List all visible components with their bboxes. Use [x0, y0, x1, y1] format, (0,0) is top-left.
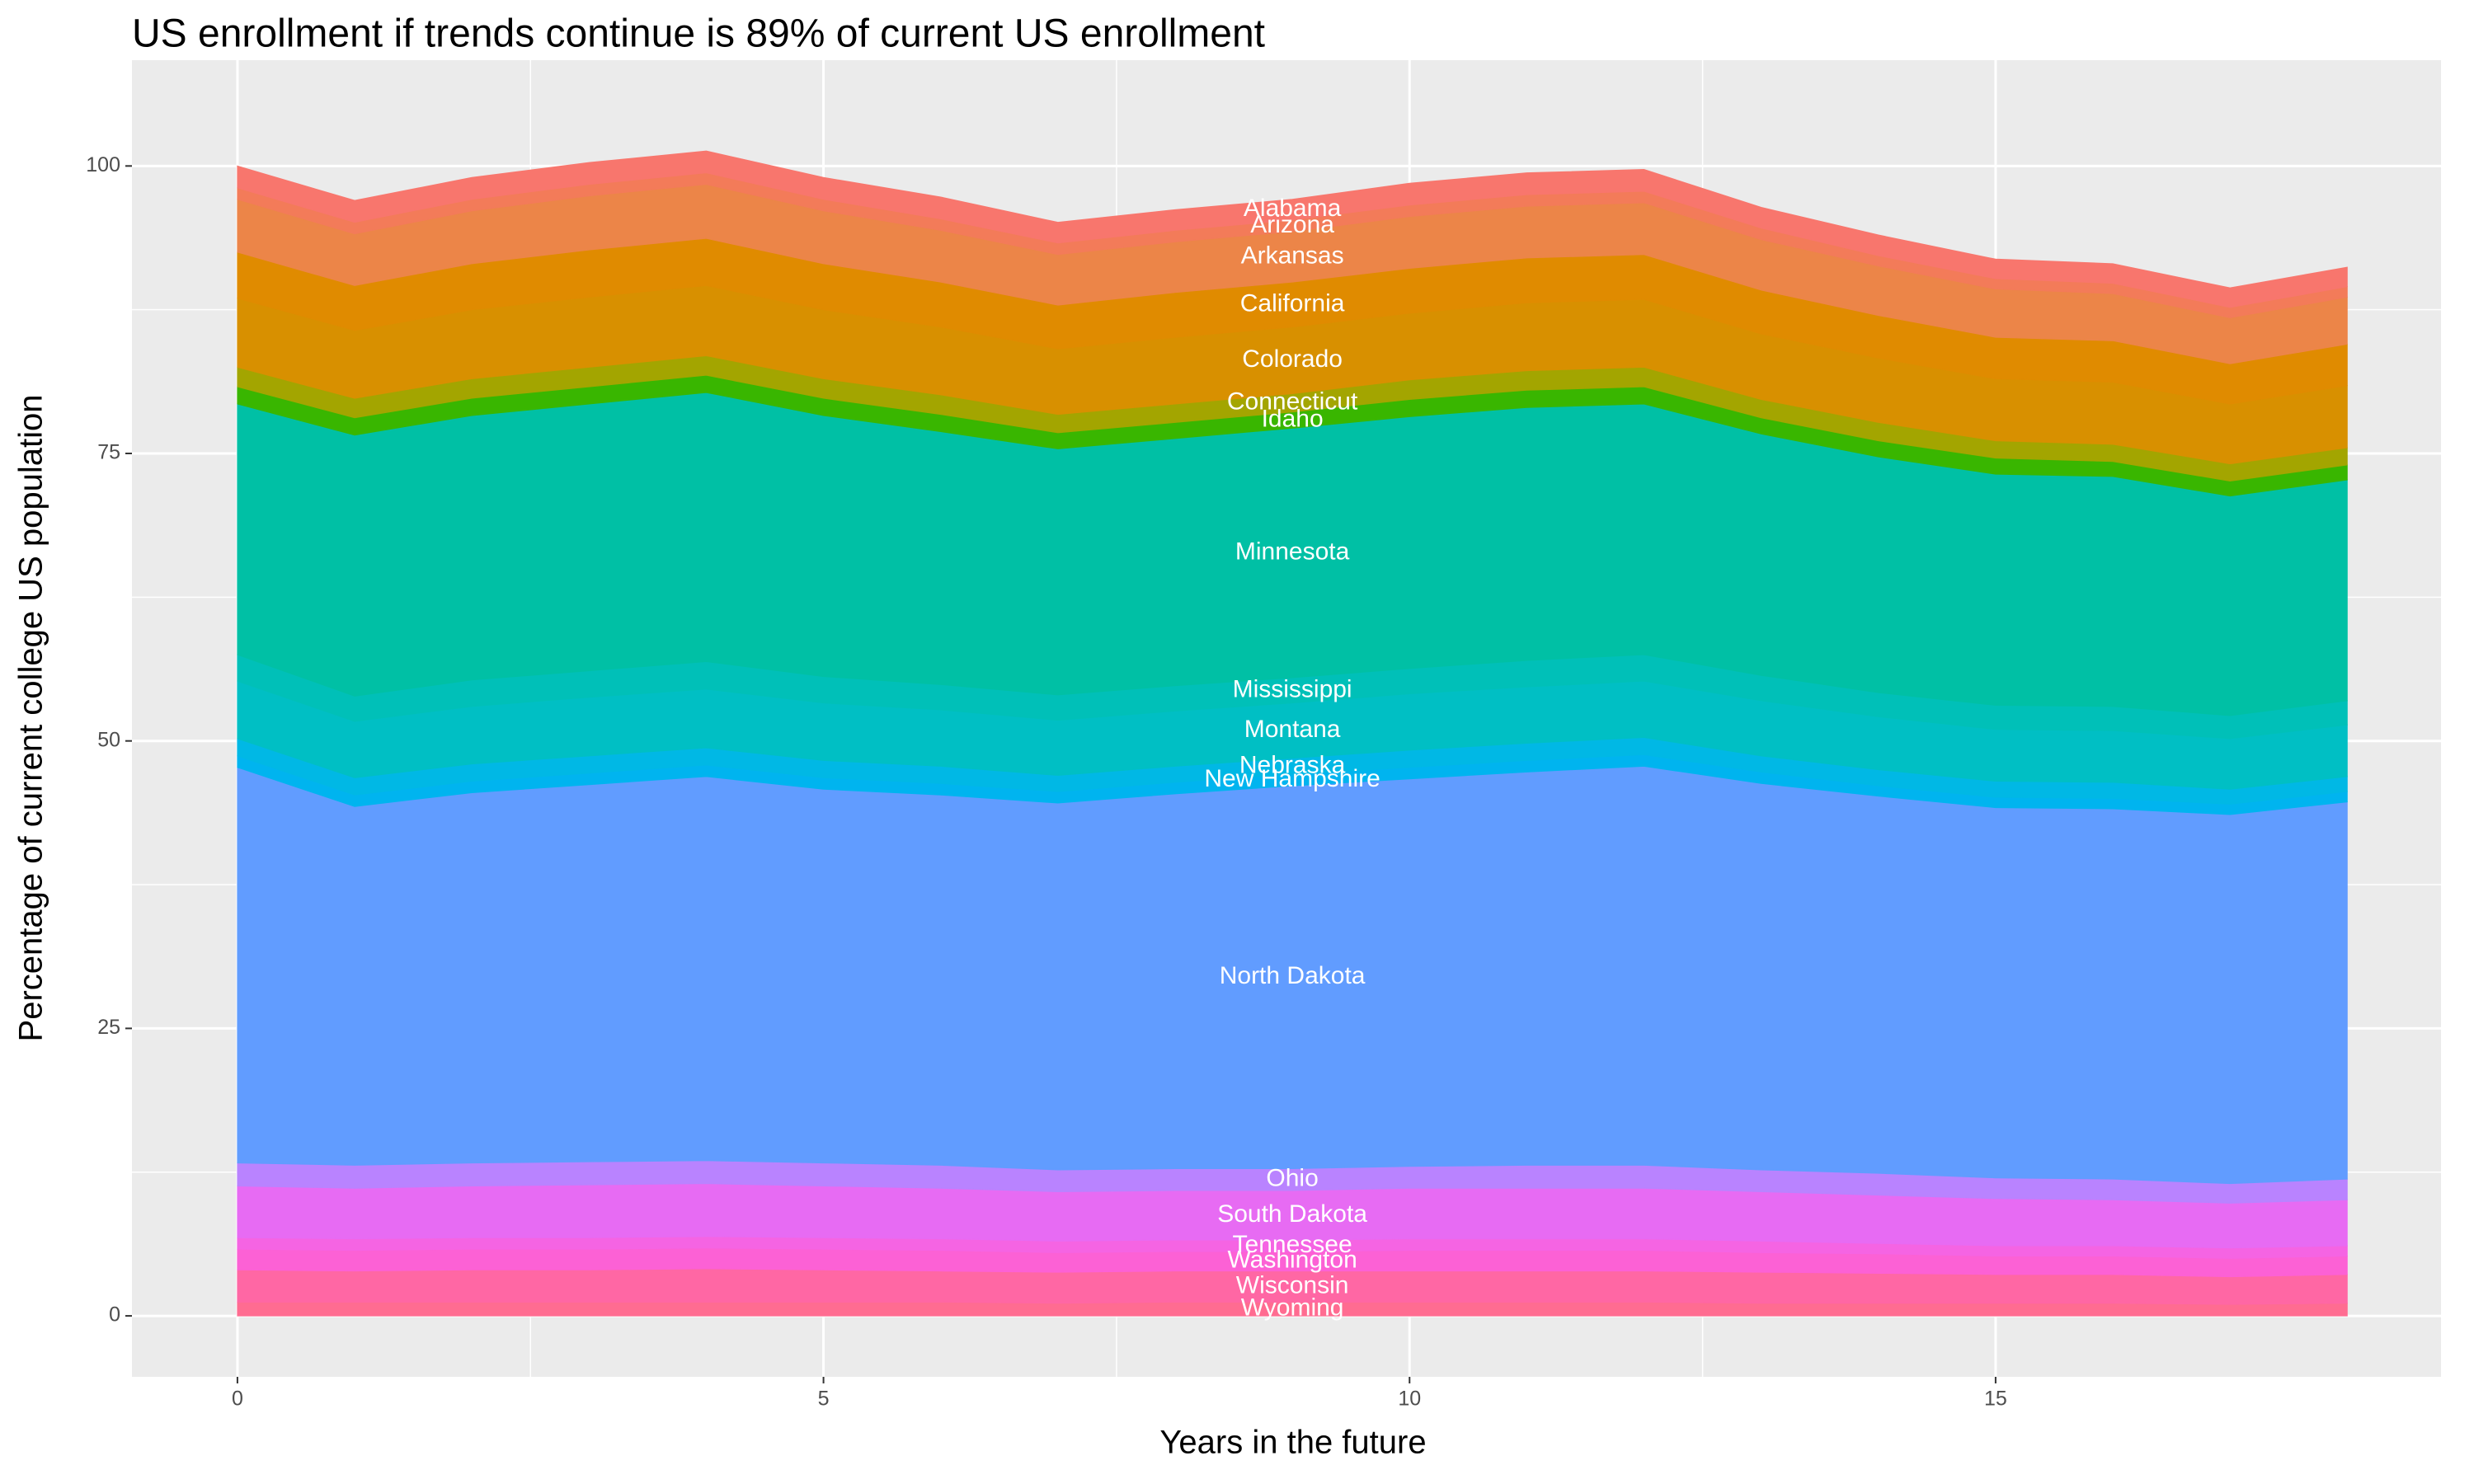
- areas: [237, 150, 2348, 1317]
- x-axis-title: Years in the future: [1159, 1425, 1426, 1461]
- area-label: South Dakota: [1217, 1200, 1367, 1228]
- x-tick-label: 15: [1984, 1388, 2007, 1411]
- area-label: North Dakota: [1220, 962, 1366, 989]
- area-label: Wyoming: [1241, 1294, 1344, 1322]
- x-tick-label: 10: [1398, 1388, 1421, 1411]
- y-axis-title: Percentage of current college US populat…: [13, 395, 49, 1042]
- area: [237, 150, 2348, 308]
- x-tick-label: 5: [818, 1388, 830, 1411]
- area-label: Minnesota: [1235, 538, 1350, 566]
- area-label: California: [1240, 289, 1345, 317]
- area-label: New Hampshire: [1204, 765, 1380, 792]
- area-label: Alabama: [1244, 195, 1342, 222]
- y-tick-label: 100: [86, 153, 120, 176]
- area-label: Wisconsin: [1236, 1271, 1349, 1298]
- y-tick-label: 75: [97, 441, 120, 464]
- area-label: Montana: [1244, 716, 1341, 743]
- area-label: Tennessee: [1233, 1231, 1352, 1258]
- area-label: Arkansas: [1241, 242, 1344, 269]
- area-label: Connecticut: [1227, 388, 1358, 416]
- y-tick-label: 0: [109, 1303, 120, 1327]
- area-label: Arizona: [1250, 211, 1334, 238]
- area-label: Nebraska: [1239, 751, 1346, 778]
- y-tick-label: 50: [97, 728, 120, 751]
- chart-title: US enrollment if trends continue is 89% …: [132, 12, 1265, 56]
- area-label: Idaho: [1262, 405, 1324, 432]
- area-label: Mississippi: [1233, 675, 1352, 702]
- area-label: Colorado: [1242, 345, 1343, 373]
- area-label: Ohio: [1266, 1165, 1318, 1192]
- x-tick-label: 0: [232, 1388, 243, 1411]
- y-tick-label: 25: [97, 1016, 120, 1039]
- area-label: Washington: [1227, 1247, 1357, 1274]
